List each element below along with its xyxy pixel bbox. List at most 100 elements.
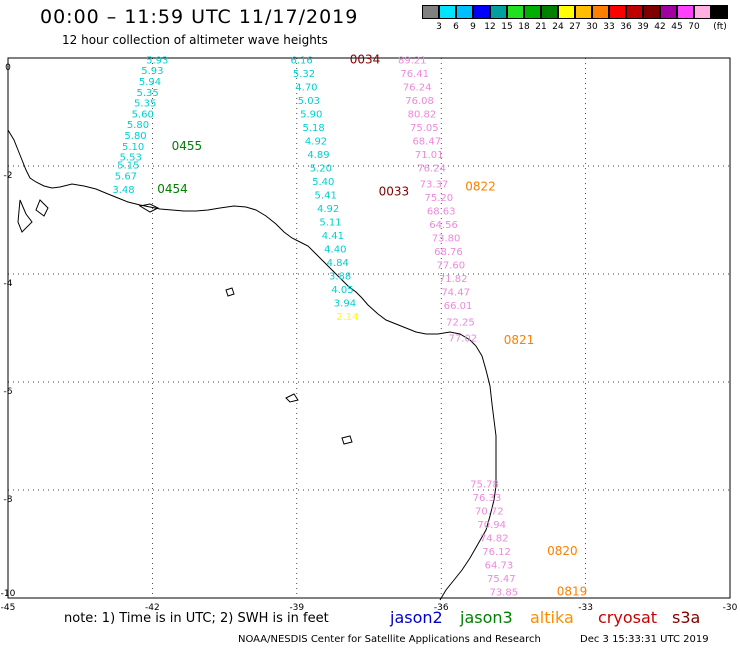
- pass-time-label: 0819: [557, 584, 588, 598]
- island-3: [285, 393, 299, 403]
- wave-height-value: 73.80: [432, 234, 461, 245]
- wave-height-value: 5.93: [146, 55, 168, 66]
- wave-height-value: 3.88: [329, 271, 351, 282]
- coastline: [7, 129, 497, 601]
- wave-height-value: 4.89: [307, 150, 329, 161]
- legend-swatch: [677, 5, 694, 19]
- legend-swatch: [507, 5, 524, 19]
- wave-height-value: 5.11: [319, 217, 341, 228]
- legend-swatch: [439, 5, 456, 19]
- legend-swatch: [490, 5, 507, 19]
- legend-swatch: [541, 5, 558, 19]
- wave-height-value: 74.47: [441, 288, 470, 299]
- wave-height-value: 5.90: [300, 109, 322, 120]
- wave-height-value: 5.03: [298, 96, 320, 107]
- wave-height-value: 5.93: [141, 66, 163, 77]
- axis-tick-labels: -45 -42 -39 -36 -33 -30 0 -2 -4 -6 -8 -10: [1, 63, 738, 613]
- wave-height-value: 76.08: [405, 96, 434, 107]
- legend-label: 21: [535, 22, 547, 32]
- wave-height-value: 5.80: [127, 120, 149, 131]
- wave-height-value: 3.48: [112, 185, 134, 196]
- legend-swatch: [660, 5, 677, 19]
- wave-height-value: 68.47: [412, 136, 441, 147]
- satellite-cryosat: cryosat: [598, 608, 658, 627]
- wave-height-value: 5.53: [120, 153, 142, 164]
- legend-label: 12: [484, 22, 496, 32]
- wave-height-value: 64.73: [485, 560, 514, 571]
- satellite-s3a: s3a: [672, 608, 701, 627]
- wave-height-value: 5.94: [139, 77, 161, 88]
- wave-height-value: 5.40: [312, 177, 334, 188]
- satellite-jason2: jason2: [390, 608, 443, 627]
- lat-tick-label: -4: [4, 279, 13, 289]
- lat-tick-label: -6: [4, 387, 13, 397]
- lon-tick-label: -33: [578, 603, 593, 613]
- pass-time-label: 0455: [172, 139, 203, 153]
- wave-height-value: 68.76: [434, 247, 463, 258]
- map-title: 00:00 – 11:59 UTC 11/17/2019: [40, 6, 359, 28]
- island-1: [138, 203, 160, 213]
- wave-height-value: 89.21: [398, 55, 427, 66]
- wave-height-value: 70.94: [477, 520, 506, 531]
- wave-height-value: 74.82: [480, 533, 509, 544]
- island-2: [225, 287, 235, 297]
- legend-swatch: [694, 5, 711, 19]
- track-0820: 75.78 76.33 70.72 70.94 74.82 76.12 64.73 0820: [470, 479, 577, 571]
- wave-height-value: 5.10: [122, 142, 144, 153]
- wave-height-value: 5.35: [134, 99, 156, 110]
- credit-line: NOAA/NESDIS Center for Satellite Applica…: [238, 634, 541, 645]
- wave-height-value: 5.41: [315, 190, 337, 201]
- wave-height-value: 64.56: [429, 220, 458, 231]
- legend-label: 18: [518, 22, 530, 32]
- wave-height-value: 72.25: [446, 317, 475, 328]
- wave-height-value: 73.85: [489, 587, 518, 598]
- wave-height-value: 76.33: [473, 493, 502, 504]
- generation-timestamp: Dec 3 15:33:31 UTC 2019: [580, 634, 709, 645]
- legend-swatch: [524, 5, 541, 19]
- map-subtitle: 12 hour collection of altimeter wave hei…: [62, 33, 328, 47]
- legend-label: 6: [453, 22, 459, 32]
- legend-swatch: [456, 5, 473, 19]
- wave-height-value: 75.78: [470, 479, 499, 490]
- track-0034: 6.16 5.32 4.70 5.03 5.90 5.18 4.92 4.89 5.20 0034: [290, 52, 380, 174]
- lat-tick-label: -10: [1, 589, 16, 599]
- wave-height-value: 4.40: [324, 244, 346, 255]
- legend-label: 42: [654, 22, 666, 32]
- legend-label: 30: [586, 22, 598, 32]
- wave-height-value: 4.05: [331, 285, 353, 296]
- pass-time-label: 0033: [379, 185, 410, 199]
- legend-swatch: [592, 5, 609, 19]
- legend-label: 3: [436, 22, 442, 32]
- map-frame: [7, 57, 731, 599]
- wave-height-value: 73.37: [420, 180, 449, 191]
- lon-tick-label: -45: [1, 603, 16, 613]
- track-0819: 75.47 73.85 0819: [487, 574, 587, 599]
- pass-time-label: 0454: [157, 182, 188, 196]
- wave-height-value: 5.80: [124, 131, 146, 142]
- wave-height-value: 75.47: [487, 574, 516, 585]
- legend-swatch: [609, 5, 626, 19]
- lat-tick-label: -2: [4, 171, 13, 181]
- track-0455: 5.935.935.945.355.355.605.805.805.105.53…: [120, 55, 203, 163]
- wave-height-value: 71.82: [439, 274, 468, 285]
- pass-time-label: 0822: [465, 179, 496, 193]
- legend-label: 33: [603, 22, 615, 32]
- wave-height-value: 4.84: [327, 258, 349, 269]
- lon-tick-label: -42: [145, 603, 160, 613]
- wave-height-value: 75.05: [410, 123, 439, 134]
- wave-height-value: 6.16: [290, 55, 312, 66]
- wave-height-value: 4.70: [295, 82, 317, 93]
- legend-label: 45: [671, 22, 683, 32]
- legend-label: 9: [470, 22, 476, 32]
- track-0033: 5.40 5.41 4.92 5.11 4.41 4.40 4.84 3.88 4.05 3.94…: [312, 177, 409, 323]
- wave-height-value: 5.15: [117, 161, 139, 172]
- pass-time-label: 0820: [547, 544, 578, 558]
- wave-height-value: 76.12: [482, 547, 511, 558]
- wave-height-value: 2.14: [336, 312, 358, 323]
- map-grid: [7, 57, 731, 599]
- satellite-altika: altika: [530, 608, 574, 627]
- lat-tick-label: 0: [5, 63, 11, 73]
- wave-height-value: 3.94: [334, 298, 356, 309]
- wave-height-value: 4.41: [322, 231, 344, 242]
